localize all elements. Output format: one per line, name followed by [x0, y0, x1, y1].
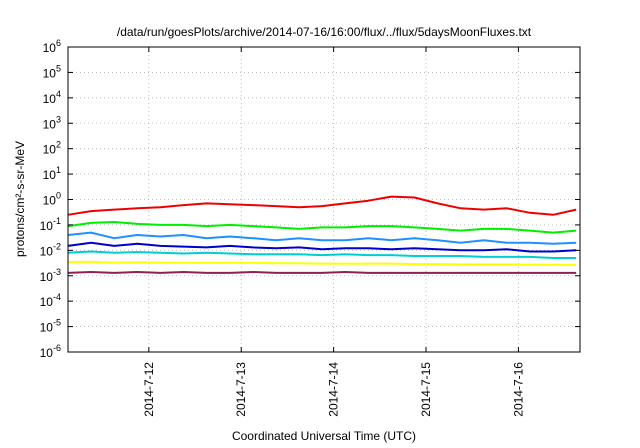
y-tick-label: 103 [43, 114, 61, 131]
series-line-1 [67, 195, 577, 216]
x-tick-label: 2014-7-15 [419, 362, 433, 417]
x-axis: 2014-7-12 2014-7-13 2014-7-14 2014-7-15 2014… [142, 47, 525, 417]
y-tick-label: 102 [43, 140, 61, 157]
series-line-2 [67, 221, 577, 234]
y-tick-label: 104 [43, 89, 61, 106]
x-axis-label: Coordinated Universal Time (UTC) [232, 429, 416, 443]
series-line-4 [67, 241, 577, 253]
y-tick-exponent: -6 [53, 343, 61, 353]
y-tick-exponent: -5 [53, 318, 61, 328]
x-tick-label: 2014-7-16 [511, 362, 525, 417]
chart-title: /data/run/goesPlots/archive/2014-07-16/1… [117, 25, 532, 39]
y-tick-label: 100 [43, 191, 61, 208]
y-tick-label: 10-2 [40, 241, 61, 258]
y-tick-exponent: 1 [56, 165, 61, 175]
y-tick-exponent: 2 [56, 140, 61, 150]
y-tick-exponent: -1 [53, 216, 61, 226]
y-tick-base: 10 [43, 92, 57, 106]
y-tick-label: 10-4 [40, 292, 61, 309]
y-tick-base: 10 [43, 66, 57, 80]
y-tick-exponent: 4 [56, 89, 61, 99]
y-tick-label: 10-5 [40, 318, 61, 335]
y-tick-exponent: 3 [56, 114, 61, 124]
y-tick-exponent: 0 [56, 191, 61, 201]
series-line-7 [67, 271, 577, 274]
y-tick-base: 10 [43, 41, 57, 55]
y-tick-label: 10-3 [40, 267, 61, 284]
y-tick-base: 10 [40, 295, 54, 309]
x-tick-label: 2014-7-14 [327, 362, 341, 417]
y-tick-label: 101 [43, 165, 61, 182]
x-tick-label: 2014-7-12 [142, 362, 156, 417]
y-tick-label: 105 [43, 63, 61, 80]
y-tick-base: 10 [40, 321, 54, 335]
y-tick-base: 10 [43, 194, 57, 208]
series-line-5 [67, 250, 577, 259]
y-tick-exponent: -3 [53, 267, 61, 277]
grid [68, 47, 580, 352]
y-tick-label: 10-6 [40, 343, 61, 360]
y-tick-exponent: 6 [56, 38, 61, 48]
y-tick-base: 10 [40, 270, 54, 284]
y-tick-base: 10 [43, 168, 57, 182]
y-tick-exponent: -4 [53, 292, 61, 302]
y-axis: 10-610-510-410-310-210-11001011021031041… [40, 38, 580, 360]
x-tick-label: 2014-7-13 [234, 362, 248, 417]
y-tick-base: 10 [40, 219, 54, 233]
y-tick-base: 10 [40, 346, 54, 360]
y-tick-exponent: 5 [56, 63, 61, 73]
y-tick-exponent: -2 [53, 241, 61, 251]
y-tick-base: 10 [43, 143, 57, 157]
y-tick-base: 10 [40, 244, 54, 258]
y-tick-base: 10 [43, 117, 57, 131]
y-axis-label: protons/cm²-s-sr-MeV [13, 141, 27, 257]
series-line-3 [67, 231, 577, 245]
series-lines [67, 195, 577, 274]
y-tick-label: 10-1 [40, 216, 61, 233]
y-tick-label: 106 [43, 38, 61, 55]
series-line-6 [68, 260, 577, 266]
